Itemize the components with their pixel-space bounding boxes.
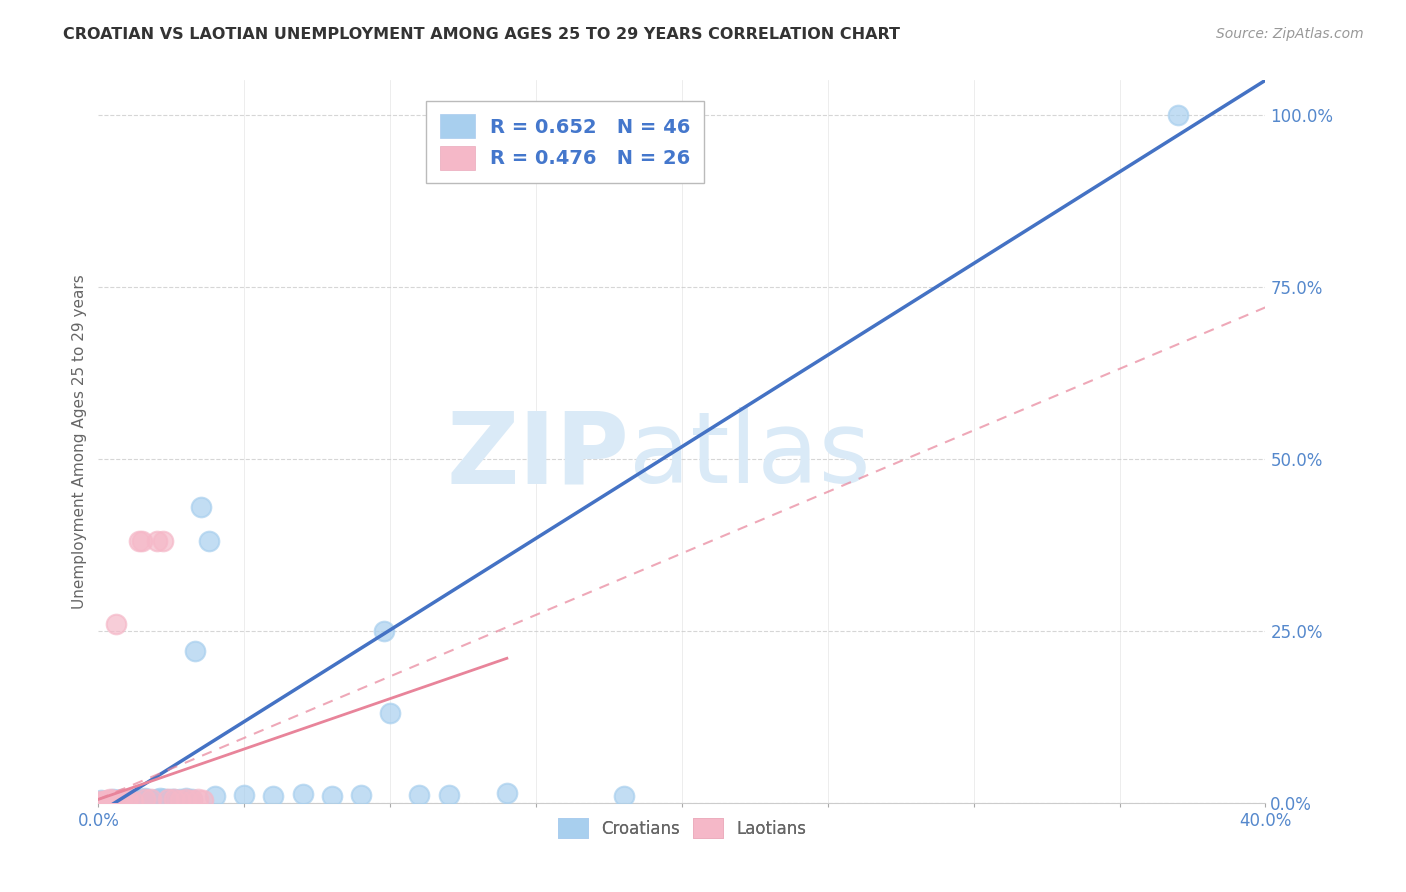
Point [128,793,150,807]
Point [149,791,172,805]
Point [174,791,197,805]
Text: ZIP: ZIP [447,408,630,505]
Point [350,788,373,802]
Point [96,794,118,808]
Point [174,791,197,805]
Point [90,794,112,808]
Point [437,788,460,802]
Point [321,789,343,803]
Point [373,624,395,638]
Point [111,792,134,806]
Point [104,794,127,808]
Point [183,644,205,658]
Point [114,793,136,807]
Point [122,794,145,808]
Point [496,786,519,800]
Point [180,793,202,807]
Point [193,793,215,807]
Point [98,794,121,808]
Point [108,793,131,807]
Point [101,792,124,806]
Point [612,789,634,803]
Point [190,500,212,514]
Point [131,534,153,549]
Text: CROATIAN VS LAOTIAN UNEMPLOYMENT AMONG AGES 25 TO 29 YEARS CORRELATION CHART: CROATIAN VS LAOTIAN UNEMPLOYMENT AMONG A… [63,27,900,42]
Point [96,793,118,807]
Point [233,788,256,802]
Point [198,534,221,549]
Point [169,793,191,807]
Point [187,792,209,806]
Point [125,791,148,805]
Point [108,794,131,808]
Point [152,792,174,806]
Point [146,792,169,806]
Point [117,794,139,808]
Point [136,793,159,807]
Point [104,616,127,631]
Point [291,787,314,801]
Point [108,793,131,807]
Y-axis label: Unemployment Among Ages 25 to 29 years: Unemployment Among Ages 25 to 29 years [72,274,87,609]
Point [152,534,174,549]
Point [134,792,156,806]
Point [157,792,180,806]
Point [139,791,162,805]
Point [408,788,430,802]
Point [380,706,402,721]
Point [93,794,115,808]
Point [169,792,191,806]
Point [120,792,142,806]
Point [128,534,150,549]
Legend: Croatians, Laotians: Croatians, Laotians [551,812,813,845]
Point [155,792,177,806]
Point [204,789,226,803]
Point [90,793,112,807]
Point [131,792,153,806]
Point [98,792,121,806]
Point [101,793,124,807]
Point [142,794,165,808]
Point [96,794,118,808]
Point [152,791,174,805]
Point [117,792,139,806]
Point [93,794,115,808]
Point [262,789,284,803]
Point [104,793,127,807]
Point [122,794,145,808]
Point [139,793,162,807]
Point [163,792,186,806]
Point [1167,108,1189,122]
Text: atlas: atlas [630,408,872,505]
Point [134,791,156,805]
Text: Source: ZipAtlas.com: Source: ZipAtlas.com [1216,27,1364,41]
Point [111,792,134,806]
Point [146,534,169,549]
Point [180,791,202,805]
Point [160,792,183,806]
Point [163,792,186,806]
Point [114,793,136,807]
